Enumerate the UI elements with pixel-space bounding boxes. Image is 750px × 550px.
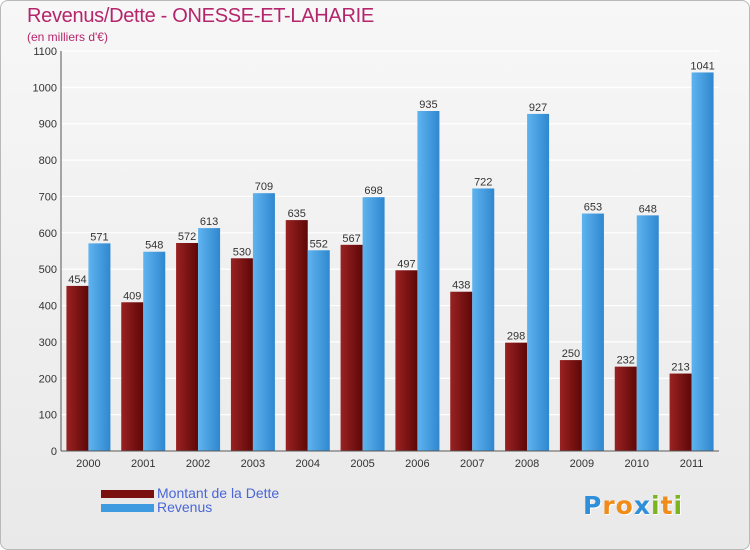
data-label: 213 [671,362,689,374]
legend-swatch-revenus [101,504,154,512]
y-tick-label: 800 [39,155,57,167]
bars-layer [66,72,714,452]
data-label: 250 [562,348,580,360]
y-tick-label: 400 [39,301,57,313]
legend-label-dette: Montant de la Dette [157,485,280,501]
bar-dette [66,285,89,451]
bar-dette [230,258,253,451]
chart-title: Revenus/Dette - ONESSE-ET-LAHARIE [27,5,374,27]
bar-revenus [143,251,166,451]
data-label: 552 [310,238,328,250]
bar-dette [669,373,692,451]
y-tick-label: 1100 [33,46,57,58]
bar-dette [614,366,637,451]
x-tick-label: 2009 [570,458,594,470]
y-tick-label: 700 [39,191,57,203]
logo-letter: t [660,491,674,520]
bar-dette [176,243,199,451]
bar-dette [450,291,473,451]
bar-revenus [88,243,111,451]
logo-letter: o [615,491,634,520]
data-label: 698 [364,185,382,197]
bar-revenus [472,188,495,452]
y-tick-label: 300 [39,337,57,349]
data-label: 548 [145,240,163,252]
data-label: 709 [255,181,273,193]
bar-revenus [691,72,714,452]
legend-label-revenus: Revenus [157,499,213,515]
data-label: 438 [452,280,470,292]
x-tick-label: 2008 [515,458,539,470]
labels-layer: 454 571 409 548 572 613 530 709 635 552 567 698 497 9… [68,60,715,373]
data-label: 613 [200,216,218,228]
data-label: 571 [90,231,108,243]
x-tick-label: 2006 [405,458,429,470]
data-label: 530 [233,246,251,258]
x-tick-label: 2011 [680,458,704,470]
x-tick-label: 2007 [460,458,484,470]
data-label: 635 [288,208,306,220]
data-label: 454 [68,274,86,286]
bar-dette [121,302,144,451]
axis-layer: 0 100 200 300 400 500 600 700 800 900 1000 1100 2000… [33,46,719,470]
bar-dette [285,220,308,451]
data-label: 298 [507,331,525,343]
bar-dette [559,360,582,451]
bar-revenus [636,215,659,451]
bar-dette [505,342,528,451]
x-tick-label: 2010 [625,458,649,470]
y-tick-label: 900 [39,119,57,131]
data-label: 927 [529,102,547,114]
data-label: 497 [397,258,415,270]
x-tick-label: 2004 [296,458,320,470]
bar-revenus [581,213,604,451]
y-tick-label: 100 [39,410,57,422]
bar-revenus [252,193,275,451]
x-tick-label: 2000 [76,458,100,470]
y-tick-label: 600 [39,228,57,240]
x-tick-label: 2003 [241,458,265,470]
bar-revenus [307,250,330,451]
y-tick-label: 500 [39,264,57,276]
bar-dette [395,270,418,451]
x-tick-label: 2005 [350,458,374,470]
grid-layer [61,50,719,452]
data-label: 648 [639,203,657,215]
chart-subtitle: (en milliers d'€) [27,30,108,44]
x-tick-label: 2002 [186,458,210,470]
y-tick-label: 0 [51,446,57,458]
proxiti-logo: Proxiti [583,491,683,520]
bar-revenus [417,111,440,451]
logo-letter: i [651,491,661,520]
logo-letter: P [583,491,603,520]
logo-letter: i [673,491,684,520]
y-tick-label: 200 [39,373,57,385]
legend-swatch-dette [101,490,154,498]
data-label: 722 [474,176,492,188]
bar-revenus [527,113,550,451]
x-tick-label: 2001 [131,458,155,470]
logo-letter: x [633,491,651,520]
y-tick-label: 1000 [33,82,57,94]
bar-revenus [198,228,221,451]
data-label: 567 [342,233,360,245]
data-label: 232 [617,355,635,367]
data-label: 572 [178,231,196,243]
logo-letter: r [602,491,616,520]
data-label: 653 [584,202,602,214]
data-label: 935 [419,99,437,111]
bar-dette [340,244,363,451]
data-label: 409 [123,290,141,302]
bar-revenus [362,197,385,451]
data-label: 1041 [690,60,714,72]
